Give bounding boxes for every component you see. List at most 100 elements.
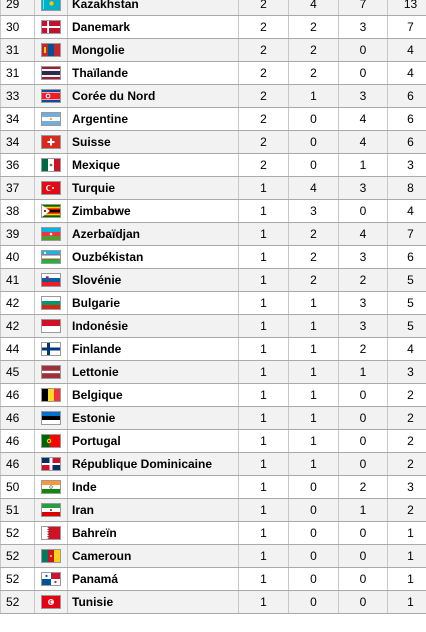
gold-count: 1 <box>238 429 289 453</box>
rank-cell: 46 <box>0 383 35 407</box>
flag-cell <box>34 360 68 384</box>
country-name: Panamá <box>67 567 239 591</box>
gold-count: 2 <box>238 84 289 108</box>
flag-cell <box>34 199 68 223</box>
bronze-count: 3 <box>338 291 388 315</box>
country-name: Kazakhstan <box>67 0 239 16</box>
latvia-flag-icon <box>41 365 61 380</box>
medal-table: 29 Kazakhstan 2 4 7 13 30 Danemark 2 2 3 7 31 Mongoli… <box>0 0 426 614</box>
country-name: Ouzbékistan <box>67 245 239 269</box>
silver-count: 0 <box>288 567 339 591</box>
table-row: 42 Bulgarie 1 1 3 5 <box>0 291 426 315</box>
total-count: 1 <box>387 567 426 591</box>
silver-count: 1 <box>288 383 339 407</box>
bronze-count: 0 <box>338 567 388 591</box>
mongolia-flag-icon <box>41 43 61 58</box>
table-row: 37 Turquie 1 4 3 8 <box>0 176 426 200</box>
country-name: Thaïlande <box>67 61 239 85</box>
rank-cell: 40 <box>0 245 35 269</box>
india-flag-icon <box>41 480 61 495</box>
flag-cell <box>34 429 68 453</box>
rank-cell: 52 <box>0 590 35 614</box>
bronze-count: 4 <box>338 130 388 154</box>
bulgaria-flag-icon <box>41 296 61 311</box>
gold-count: 2 <box>238 15 289 39</box>
total-count: 2 <box>387 383 426 407</box>
table-row: 31 Mongolie 2 2 0 4 <box>0 38 426 62</box>
north-korea-flag-icon <box>41 89 61 104</box>
table-row: 52 Tunisie 1 0 0 1 <box>0 590 426 614</box>
silver-count: 4 <box>288 176 339 200</box>
silver-count: 0 <box>288 590 339 614</box>
table-row: 50 Inde 1 0 2 3 <box>0 475 426 499</box>
rank-cell: 29 <box>0 0 35 16</box>
total-count: 6 <box>387 84 426 108</box>
country-name: Danemark <box>67 15 239 39</box>
rank-cell: 34 <box>0 130 35 154</box>
gold-count: 2 <box>238 38 289 62</box>
total-count: 1 <box>387 590 426 614</box>
bronze-count: 0 <box>338 61 388 85</box>
rank-cell: 31 <box>0 38 35 62</box>
flag-cell <box>34 567 68 591</box>
country-name: Cameroun <box>67 544 239 568</box>
mexico-flag-icon <box>41 158 61 173</box>
flag-cell <box>34 176 68 200</box>
silver-count: 2 <box>288 245 339 269</box>
gold-count: 1 <box>238 544 289 568</box>
table-row: 39 Azerbaïdjan 1 2 4 7 <box>0 222 426 246</box>
rank-cell: 31 <box>0 61 35 85</box>
gold-count: 1 <box>238 475 289 499</box>
bronze-count: 3 <box>338 84 388 108</box>
flag-cell <box>34 84 68 108</box>
zimbabwe-flag-icon <box>41 204 61 219</box>
azerbaijan-flag-icon <box>41 227 61 242</box>
total-count: 4 <box>387 38 426 62</box>
country-name: Azerbaïdjan <box>67 222 239 246</box>
bronze-count: 0 <box>338 429 388 453</box>
tunisia-flag-icon <box>41 595 61 610</box>
country-name: Lettonie <box>67 360 239 384</box>
total-count: 4 <box>387 199 426 223</box>
uzbekistan-flag-icon <box>41 250 61 265</box>
flag-cell <box>34 544 68 568</box>
bronze-count: 4 <box>338 222 388 246</box>
iran-flag-icon <box>41 503 61 518</box>
bronze-count: 3 <box>338 245 388 269</box>
bronze-count: 1 <box>338 360 388 384</box>
bronze-count: 0 <box>338 452 388 476</box>
table-row: 33 Corée du Nord 2 1 3 6 <box>0 84 426 108</box>
country-name: Tunisie <box>67 590 239 614</box>
gold-count: 1 <box>238 383 289 407</box>
argentina-flag-icon <box>41 112 61 127</box>
total-count: 6 <box>387 245 426 269</box>
panama-flag-icon <box>41 572 61 587</box>
gold-count: 1 <box>238 521 289 545</box>
bronze-count: 1 <box>338 498 388 522</box>
total-count: 13 <box>387 0 426 16</box>
country-name: Slovénie <box>67 268 239 292</box>
country-name: Suisse <box>67 130 239 154</box>
rank-cell: 39 <box>0 222 35 246</box>
silver-count: 2 <box>288 15 339 39</box>
flag-cell <box>34 61 68 85</box>
table-row: 46 Portugal 1 1 0 2 <box>0 429 426 453</box>
country-name: Inde <box>67 475 239 499</box>
bronze-count: 0 <box>338 383 388 407</box>
bronze-count: 2 <box>338 475 388 499</box>
flag-cell <box>34 222 68 246</box>
country-name: Turquie <box>67 176 239 200</box>
flag-cell <box>34 452 68 476</box>
table-row: 51 Iran 1 0 1 2 <box>0 498 426 522</box>
bronze-count: 3 <box>338 176 388 200</box>
table-row: 34 Suisse 2 0 4 6 <box>0 130 426 154</box>
total-count: 4 <box>387 337 426 361</box>
gold-count: 1 <box>238 176 289 200</box>
total-count: 1 <box>387 544 426 568</box>
silver-count: 2 <box>288 38 339 62</box>
country-name: Belgique <box>67 383 239 407</box>
flag-cell <box>34 15 68 39</box>
bronze-count: 0 <box>338 38 388 62</box>
silver-count: 1 <box>288 452 339 476</box>
country-name: Corée du Nord <box>67 84 239 108</box>
